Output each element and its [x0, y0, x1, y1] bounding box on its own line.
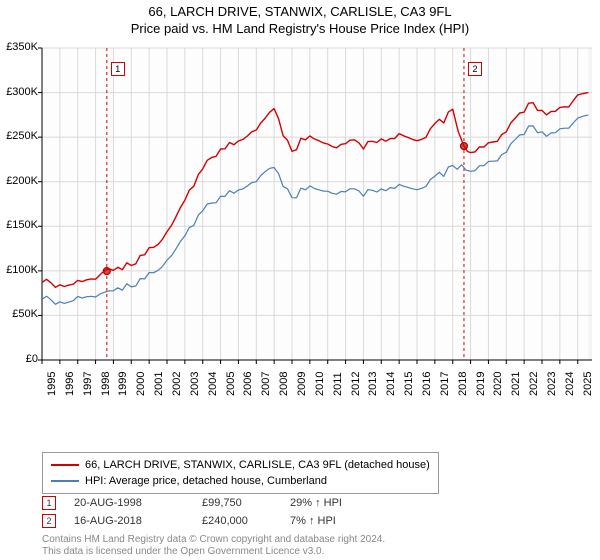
x-axis-tick-label: 2024 [564, 372, 576, 396]
x-axis-tick-label: 2014 [385, 372, 397, 396]
legend-label: 66, LARCH DRIVE, STANWIX, CARLISLE, CA3 … [85, 459, 430, 471]
x-axis-tick-label: 2010 [314, 372, 326, 396]
x-axis-tick-label: 2001 [153, 372, 165, 396]
y-axis-tick-label: £350K [0, 41, 38, 53]
sale-vs-hpi: 7% ↑ HPI [290, 515, 390, 527]
sale-marker-badge: 2 [42, 514, 56, 528]
x-axis-tick-label: 2005 [225, 372, 237, 396]
x-axis-tick-label: 1998 [100, 372, 112, 396]
attribution-text: Contains HM Land Registry data © Crown c… [42, 534, 385, 558]
attribution-line: Contains HM Land Registry data © Crown c… [42, 534, 385, 546]
x-axis-tick-label: 2023 [546, 372, 558, 396]
x-axis-tick-label: 2007 [260, 372, 272, 396]
legend-item: HPI: Average price, detached house, Cumb… [51, 473, 430, 489]
x-axis-tick-label: 2025 [582, 372, 594, 396]
x-axis-tick-label: 1997 [82, 372, 94, 396]
price-chart: £0 £50K £100K £150K £200K £250K £300K £350K 199… [0, 42, 600, 412]
y-axis-tick-label: £250K [0, 130, 38, 142]
sale-datapoint-row: 2 16-AUG-2018 £240,000 7% ↑ HPI [42, 514, 390, 528]
sale-price: £99,750 [202, 497, 282, 509]
attribution-line: This data is licensed under the Open Gov… [42, 546, 385, 558]
legend-swatch [51, 464, 79, 466]
legend-swatch [51, 480, 79, 482]
legend-item: 66, LARCH DRIVE, STANWIX, CARLISLE, CA3 … [51, 457, 430, 473]
x-axis-tick-label: 2019 [475, 372, 487, 396]
page-title: 66, LARCH DRIVE, STANWIX, CARLISLE, CA3 … [0, 4, 600, 19]
x-axis-tick-label: 2013 [367, 372, 379, 396]
x-axis-tick-label: 1995 [46, 372, 58, 396]
legend-label: HPI: Average price, detached house, Cumb… [85, 475, 327, 487]
sale-date: 20-AUG-1998 [74, 497, 194, 509]
y-axis-tick-label: £150K [0, 219, 38, 231]
x-axis-tick-label: 2020 [492, 372, 504, 396]
sale-date: 16-AUG-2018 [74, 515, 194, 527]
x-axis-tick-label: 2003 [189, 372, 201, 396]
sale-marker-badge: 1 [111, 62, 125, 76]
sale-datapoint-row: 1 20-AUG-1998 £99,750 29% ↑ HPI [42, 496, 390, 510]
x-axis-tick-label: 2008 [278, 372, 290, 396]
y-axis-tick-label: £50K [0, 308, 38, 320]
x-axis-tick-label: 2018 [457, 372, 469, 396]
x-axis-tick-label: 2004 [207, 372, 219, 396]
x-axis-tick-label: 2017 [439, 372, 451, 396]
sale-vs-hpi: 29% ↑ HPI [290, 497, 390, 509]
x-axis-tick-label: 2002 [171, 372, 183, 396]
y-axis-tick-label: £200K [0, 175, 38, 187]
y-axis-tick-label: £100K [0, 264, 38, 276]
x-axis-tick-label: 2009 [296, 372, 308, 396]
sale-marker-badge: 2 [468, 62, 482, 76]
sale-price: £240,000 [202, 515, 282, 527]
x-axis-tick-label: 2011 [332, 372, 344, 396]
x-axis-tick-label: 1996 [64, 372, 76, 396]
x-axis-tick-label: 2000 [135, 372, 147, 396]
page-subtitle: Price paid vs. HM Land Registry's House … [0, 21, 600, 36]
x-axis-tick-label: 2015 [403, 372, 415, 396]
x-axis-tick-label: 2012 [350, 372, 362, 396]
y-axis-tick-label: £0 [0, 353, 38, 365]
y-axis-tick-label: £300K [0, 86, 38, 98]
x-axis-tick-label: 2006 [242, 372, 254, 396]
sale-marker-badge: 1 [42, 496, 56, 510]
x-axis-tick-label: 2022 [528, 372, 540, 396]
x-axis-tick-label: 2016 [421, 372, 433, 396]
chart-legend: 66, LARCH DRIVE, STANWIX, CARLISLE, CA3 … [42, 452, 439, 494]
x-axis-tick-label: 2021 [510, 372, 522, 396]
x-axis-tick-label: 1999 [117, 372, 129, 396]
